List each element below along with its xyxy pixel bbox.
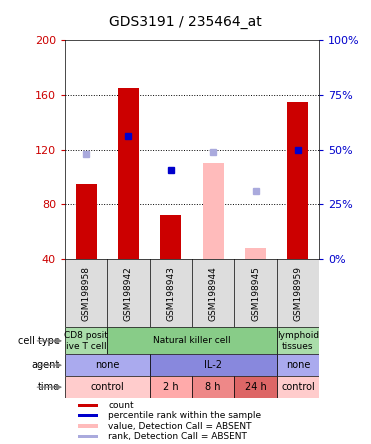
Text: value, Detection Call = ABSENT: value, Detection Call = ABSENT (108, 421, 252, 431)
Text: GSM198958: GSM198958 (82, 266, 91, 321)
Text: 24 h: 24 h (244, 382, 266, 392)
Text: agent: agent (32, 360, 60, 370)
Text: GSM198943: GSM198943 (166, 266, 175, 321)
Bar (287, 102, 308, 259)
Text: none: none (286, 360, 310, 370)
Text: rank, Detection Call = ABSENT: rank, Detection Call = ABSENT (108, 432, 247, 441)
Text: control: control (91, 382, 124, 392)
Bar (65, 376, 150, 398)
Bar (118, 88, 139, 259)
Text: GDS3191 / 235464_at: GDS3191 / 235464_at (109, 15, 262, 29)
Bar (150, 354, 277, 376)
Text: cell type: cell type (18, 336, 60, 346)
Bar (203, 163, 224, 259)
Bar (277, 376, 319, 398)
Bar (107, 328, 277, 354)
Bar (65, 354, 150, 376)
Bar (76, 184, 97, 259)
Text: Natural killer cell: Natural killer cell (153, 337, 231, 345)
Bar (150, 376, 192, 398)
Text: GSM198944: GSM198944 (209, 266, 218, 321)
Text: 2 h: 2 h (163, 382, 178, 392)
Text: GSM198942: GSM198942 (124, 266, 133, 321)
Text: GSM198959: GSM198959 (293, 266, 302, 321)
Bar (78, 435, 98, 438)
Text: percentile rank within the sample: percentile rank within the sample (108, 411, 261, 420)
Bar (277, 354, 319, 376)
Text: none: none (95, 360, 119, 370)
Bar (78, 424, 98, 428)
Text: lymphoid
tissues: lymphoid tissues (277, 331, 319, 351)
Text: control: control (281, 382, 315, 392)
Bar (192, 376, 234, 398)
Text: time: time (38, 382, 60, 392)
Text: 8 h: 8 h (206, 382, 221, 392)
Text: count: count (108, 401, 134, 410)
Bar (78, 414, 98, 417)
Bar (234, 376, 277, 398)
Text: CD8 posit
ive T cell: CD8 posit ive T cell (64, 331, 108, 351)
Bar (277, 328, 319, 354)
Bar (245, 248, 266, 259)
Bar (65, 328, 107, 354)
Bar (78, 404, 98, 407)
Bar (160, 215, 181, 259)
Text: IL-2: IL-2 (204, 360, 222, 370)
Text: GSM198945: GSM198945 (251, 266, 260, 321)
